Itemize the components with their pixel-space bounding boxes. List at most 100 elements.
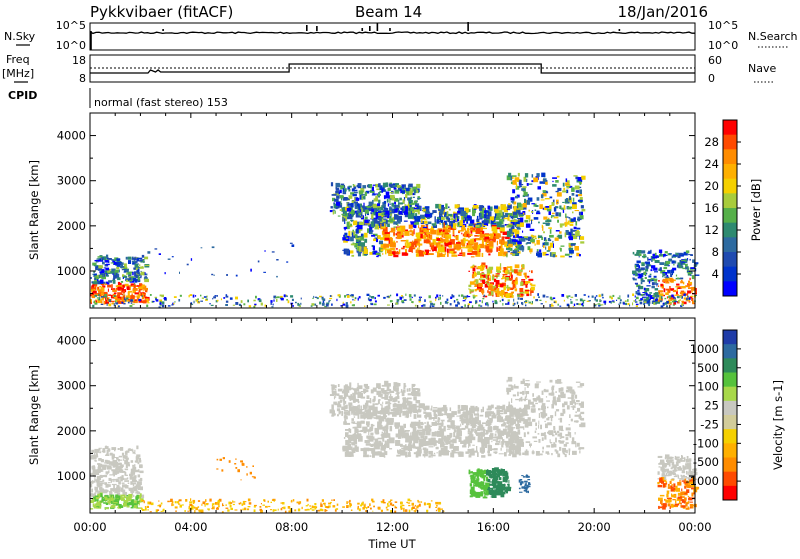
power-cell xyxy=(513,305,515,306)
power-cell xyxy=(162,301,165,304)
power-cell xyxy=(371,296,374,299)
velocity-cell xyxy=(559,426,563,431)
velocity-cell xyxy=(494,481,499,482)
velocity-cell xyxy=(344,448,347,449)
noise-right-tick-bottom: 10^0 xyxy=(708,39,738,52)
velocity-cell xyxy=(503,429,507,431)
velocity-cell xyxy=(501,417,503,420)
power-colorbar-swatch xyxy=(723,252,737,267)
power-cell xyxy=(480,279,485,280)
velocity-cell xyxy=(576,420,579,422)
velocity-cell xyxy=(560,437,562,439)
power-cell xyxy=(654,283,658,285)
velocity-cell xyxy=(571,419,573,422)
power-cell xyxy=(418,225,419,228)
power-cell xyxy=(488,275,489,280)
velocity-cell xyxy=(469,472,471,473)
power-cell xyxy=(619,296,621,297)
power-cell xyxy=(685,295,686,297)
power-cell xyxy=(636,297,639,299)
power-cell xyxy=(541,173,545,178)
power-cell xyxy=(381,223,384,226)
velocity-cell xyxy=(521,415,522,417)
power-y-tick-label: 3000 xyxy=(57,174,86,188)
power-cell xyxy=(482,291,484,294)
nsearch-label: N.Search xyxy=(748,30,798,43)
power-cell xyxy=(134,301,138,303)
cpid-label: CPID xyxy=(8,89,37,102)
velocity-cell xyxy=(374,400,375,403)
velocity-cell xyxy=(366,386,370,389)
power-cell xyxy=(474,266,475,267)
power-cell xyxy=(404,221,407,222)
power-cell xyxy=(138,277,140,281)
power-cell xyxy=(295,302,297,303)
power-cell xyxy=(488,286,493,290)
velocity-cell xyxy=(358,414,360,419)
power-cell xyxy=(384,208,387,209)
power-cell xyxy=(330,295,332,297)
power-cell xyxy=(543,295,546,298)
velocity-cell xyxy=(462,412,464,415)
power-cell xyxy=(473,268,476,272)
velocity-cell xyxy=(344,385,347,390)
velocity-cell xyxy=(138,460,141,463)
power-cell xyxy=(94,302,97,304)
power-cell xyxy=(423,217,425,220)
power-cell xyxy=(451,225,453,226)
power-cell xyxy=(517,294,520,296)
power-cell xyxy=(589,300,592,301)
power-cell xyxy=(375,300,377,302)
power-cell xyxy=(355,297,357,299)
power-cell xyxy=(461,233,462,235)
power-cell xyxy=(117,292,122,295)
velocity-cell xyxy=(130,476,133,480)
velocity-cell xyxy=(389,448,392,449)
power-cell xyxy=(552,181,553,182)
velocity-cell xyxy=(354,416,355,418)
power-cell xyxy=(271,306,273,307)
power-cell xyxy=(488,295,491,296)
velocity-cell xyxy=(478,421,481,425)
power-cell xyxy=(98,269,102,271)
power-cell xyxy=(580,182,582,185)
power-cell xyxy=(645,288,649,291)
velocity-cell xyxy=(94,460,96,461)
power-cell xyxy=(576,190,579,193)
power-cell xyxy=(480,234,485,238)
power-cell xyxy=(438,228,442,229)
power-cell xyxy=(445,229,451,233)
power-cell xyxy=(382,253,383,255)
power-cell xyxy=(127,301,129,302)
velocity-cell xyxy=(432,440,437,442)
power-cell xyxy=(286,261,288,262)
velocity-cell xyxy=(571,441,576,444)
velocity-cell xyxy=(408,448,412,452)
power-cell xyxy=(642,297,645,299)
power-cell xyxy=(440,302,442,305)
power-cell xyxy=(312,298,314,299)
power-cell xyxy=(673,304,675,305)
power-cell xyxy=(353,184,354,185)
power-cell xyxy=(526,224,531,228)
velocity-cell xyxy=(116,479,120,481)
velocity-cell xyxy=(364,414,368,418)
power-cell xyxy=(635,254,640,256)
power-cell xyxy=(111,284,113,288)
velocity-cell xyxy=(566,437,569,440)
power-cell xyxy=(230,297,233,299)
velocity-cell xyxy=(575,432,576,435)
power-cell xyxy=(486,302,488,305)
power-cell xyxy=(671,295,673,298)
power-cell xyxy=(482,298,484,299)
velocity-cell xyxy=(499,440,500,445)
power-cell xyxy=(376,239,378,242)
velocity-cell xyxy=(138,469,139,472)
power-cell xyxy=(390,214,392,217)
power-cell xyxy=(150,294,152,296)
velocity-cell xyxy=(345,429,350,431)
velocity-cell xyxy=(571,398,572,403)
velocity-cell xyxy=(558,419,560,420)
power-cell xyxy=(688,281,690,283)
power-cell xyxy=(525,302,527,303)
